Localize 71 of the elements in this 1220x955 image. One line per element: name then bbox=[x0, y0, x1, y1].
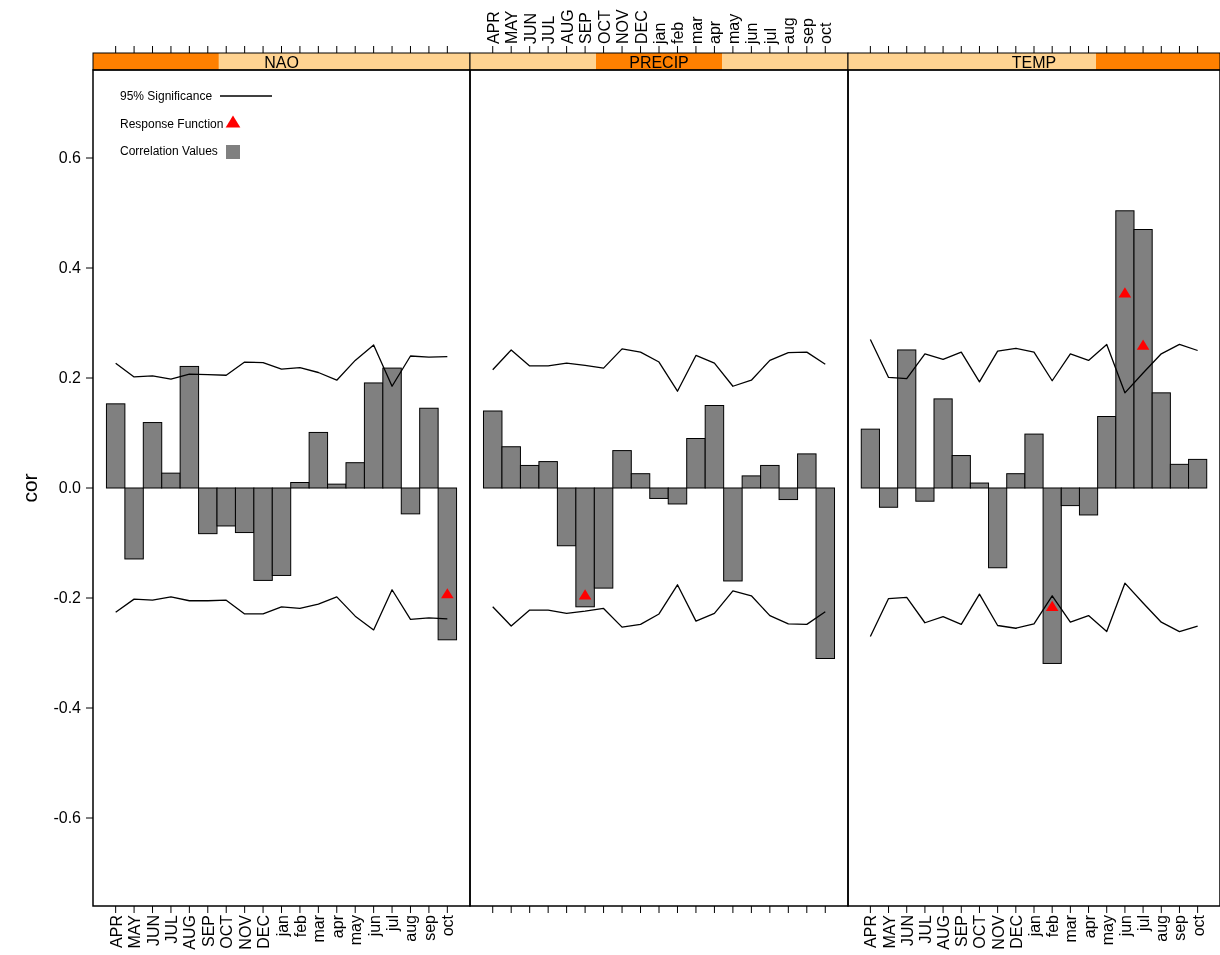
x-tick-label: APR bbox=[484, 11, 502, 44]
chart-title: NAO bbox=[264, 54, 299, 71]
x-tick-label: jan bbox=[273, 915, 291, 938]
x-tick-label: MAY bbox=[503, 10, 521, 44]
x-tick-label: OCT bbox=[218, 914, 236, 949]
x-tick-label: NOV bbox=[989, 914, 1007, 950]
x-tick-label: oct bbox=[817, 22, 835, 44]
x-tick-label: jul bbox=[384, 915, 402, 933]
x-tick-label: jun bbox=[1116, 915, 1134, 938]
x-tick-label: DEC bbox=[1007, 915, 1025, 949]
x-tick-label: jul bbox=[761, 27, 779, 45]
y-axis-title: cor bbox=[18, 473, 41, 503]
x-tick-label: mar bbox=[1062, 914, 1080, 943]
x-tick-label: SEP bbox=[953, 915, 971, 948]
x-tick-label: jan bbox=[651, 22, 668, 45]
x-tick-label: jan bbox=[1026, 915, 1043, 938]
x-tick-label: aug bbox=[780, 17, 798, 44]
x-tick-label: apr bbox=[328, 914, 346, 939]
legend-label: Correlation Values bbox=[120, 144, 218, 158]
x-tick-label: AUG bbox=[558, 9, 576, 44]
x-tick-label: DEC bbox=[632, 10, 650, 44]
x-tick-label: JUN bbox=[898, 915, 916, 947]
x-tick-label: OCT bbox=[595, 10, 613, 44]
x-tick-label: aug bbox=[1153, 915, 1171, 942]
x-tick-label: may bbox=[724, 13, 742, 44]
y-tick-label: -0.4 bbox=[53, 699, 82, 716]
chart-title: PRECIP bbox=[629, 54, 689, 71]
x-tick-label: APR bbox=[862, 915, 880, 948]
x-tick-label: feb bbox=[669, 21, 687, 44]
y-tick-label: -0.6 bbox=[53, 809, 82, 826]
x-tick-label: JUL bbox=[540, 15, 558, 44]
x-tick-label: SEP bbox=[577, 11, 595, 44]
x-tick-label: DEC bbox=[255, 915, 273, 949]
x-tick-label: feb bbox=[1044, 914, 1062, 938]
x-tick-label: NOV bbox=[236, 914, 254, 950]
x-tick-label: oct bbox=[1189, 914, 1207, 937]
x-tick-label: JUL bbox=[916, 914, 934, 944]
x-tick-label: apr bbox=[1080, 914, 1098, 939]
x-tick-label: MAY bbox=[126, 914, 144, 949]
y-tick-label: 0.2 bbox=[58, 369, 82, 386]
x-tick-label: mar bbox=[687, 15, 705, 44]
y-tick-label: 0.0 bbox=[58, 479, 82, 496]
x-tick-label: AUG bbox=[181, 915, 199, 950]
legend-label: 95% Significance bbox=[120, 89, 213, 103]
x-tick-label: may bbox=[1098, 915, 1116, 946]
y-tick-label: 0.6 bbox=[58, 149, 82, 166]
x-tick-label: oct bbox=[439, 914, 457, 937]
x-tick-label: SEP bbox=[199, 915, 217, 948]
x-tick-label: jun bbox=[743, 22, 761, 45]
x-tick-label: may bbox=[347, 915, 365, 946]
x-tick-label: jun bbox=[365, 915, 383, 938]
x-tick-label: sep bbox=[420, 914, 438, 941]
x-tick-label: NOV bbox=[614, 9, 632, 44]
x-tick-label: aug bbox=[402, 915, 420, 942]
x-tick-label: APR bbox=[107, 915, 125, 948]
chart-title: TEMP bbox=[1011, 54, 1057, 71]
x-tick-label: MAY bbox=[880, 914, 898, 949]
x-tick-label: AUG bbox=[935, 915, 953, 950]
x-tick-label: apr bbox=[706, 20, 724, 44]
x-tick-label: sep bbox=[1171, 914, 1189, 941]
x-tick-label: OCT bbox=[971, 914, 989, 949]
x-tick-label: feb bbox=[291, 914, 309, 938]
x-tick-label: JUN bbox=[144, 915, 162, 947]
y-tick-label: -0.2 bbox=[53, 589, 82, 606]
x-tick-label: jul bbox=[1135, 915, 1153, 933]
x-tick-label: JUN bbox=[521, 12, 539, 44]
x-tick-label: sep bbox=[798, 18, 816, 44]
y-tick-label: 0.4 bbox=[58, 259, 82, 276]
legend-label: Response Function bbox=[120, 116, 224, 131]
x-tick-label: mar bbox=[310, 914, 328, 943]
x-tick-label: JUL bbox=[162, 914, 180, 944]
